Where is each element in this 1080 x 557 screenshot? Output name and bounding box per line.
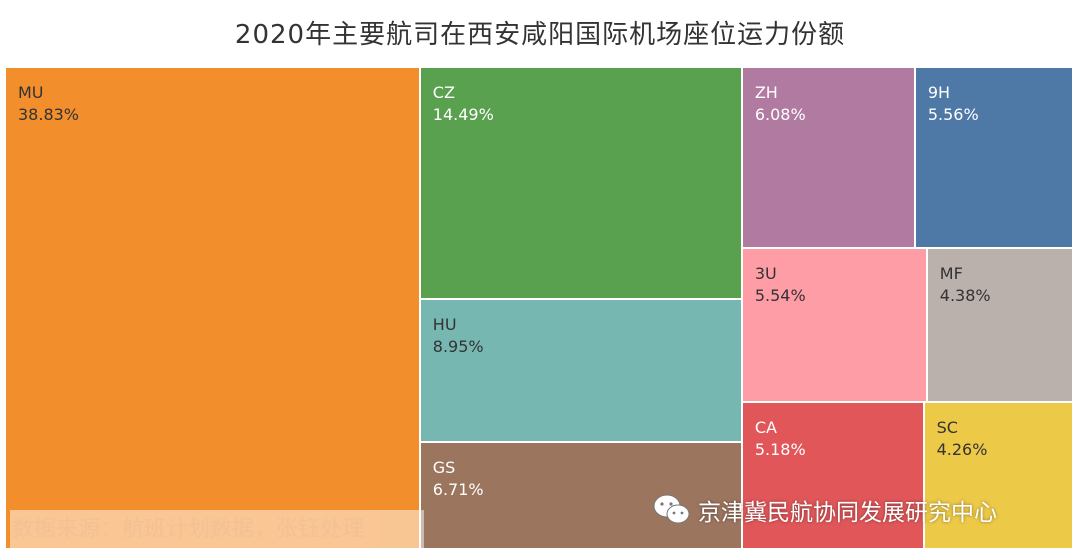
wechat-icon (653, 494, 690, 524)
cell-text: 9H 5.56% (928, 82, 979, 126)
cell-text: MF 4.38% (940, 263, 991, 307)
treemap-cell-9h: 9H 5.56% (915, 68, 1074, 249)
cell-value: 38.83% (18, 105, 80, 124)
cell-text: MU 38.83% (18, 82, 79, 126)
treemap-cell-sc: SC 4.26% (924, 403, 1074, 550)
treemap-cell-zh: ZH 6.08% (742, 68, 916, 249)
treemap-cell-cz: CZ 14.49% (420, 68, 743, 300)
source-note: 数据来源：航班计划数据，张钰处理 (10, 510, 424, 550)
treemap-cell-hu: HU 8.95% (420, 299, 743, 443)
treemap-cell-gs: GS 6.71% (420, 442, 743, 550)
cell-text: SC 4.26% (937, 417, 988, 461)
cell-label: HU (432, 314, 457, 334)
cell-label: MU (18, 83, 44, 102)
cell-label: GS (432, 457, 456, 477)
cell-label: CA (754, 418, 777, 438)
cell-value: 6.71% (432, 479, 484, 499)
cell-text: CA 5.18% (755, 417, 806, 461)
cell-value: 5.54% (754, 285, 806, 305)
brand-text: 京津冀民航协同发展研究中心 (698, 500, 997, 526)
cell-value: 14.49% (432, 105, 494, 124)
cell-text: 3U 5.54% (755, 263, 806, 307)
cell-value: 5.56% (927, 105, 979, 124)
treemap-cell-mu: MU 38.83% (6, 68, 421, 550)
cell-value: 8.95% (432, 336, 484, 356)
cell-label: 3U (754, 263, 777, 283)
treemap-cell-mf: MF 4.38% (927, 248, 1074, 404)
cell-value: 6.08% (754, 105, 806, 124)
cell-text: GS 6.71% (433, 457, 484, 501)
cell-label: MF (939, 263, 963, 283)
cell-text: ZH 6.08% (755, 82, 806, 126)
cell-value: 5.18% (754, 440, 806, 460)
treemap-cell-3u: 3U 5.54% (742, 248, 928, 404)
treemap-chart: MU 38.83% CZ 14.49% HU 8.95% GS 6.71% ZH 6.08% 9H 5… (6, 68, 1074, 550)
cell-text: HU 8.95% (433, 314, 484, 358)
cell-label: ZH (754, 83, 778, 102)
cell-value: 4.38% (939, 285, 991, 305)
cell-value: 4.26% (936, 440, 988, 460)
treemap-cell-ca: CA 5.18% (742, 403, 925, 550)
cell-label: SC (936, 418, 958, 438)
cell-label: CZ (432, 83, 455, 102)
brand-watermark: 京津冀民航协同发展研究中心 (652, 490, 997, 530)
chart-title: 2020年主要航司在西安咸阳国际机场座位运力份额 (234, 20, 846, 50)
cell-label: 9H (927, 83, 951, 102)
cell-text: CZ 14.49% (433, 82, 494, 126)
